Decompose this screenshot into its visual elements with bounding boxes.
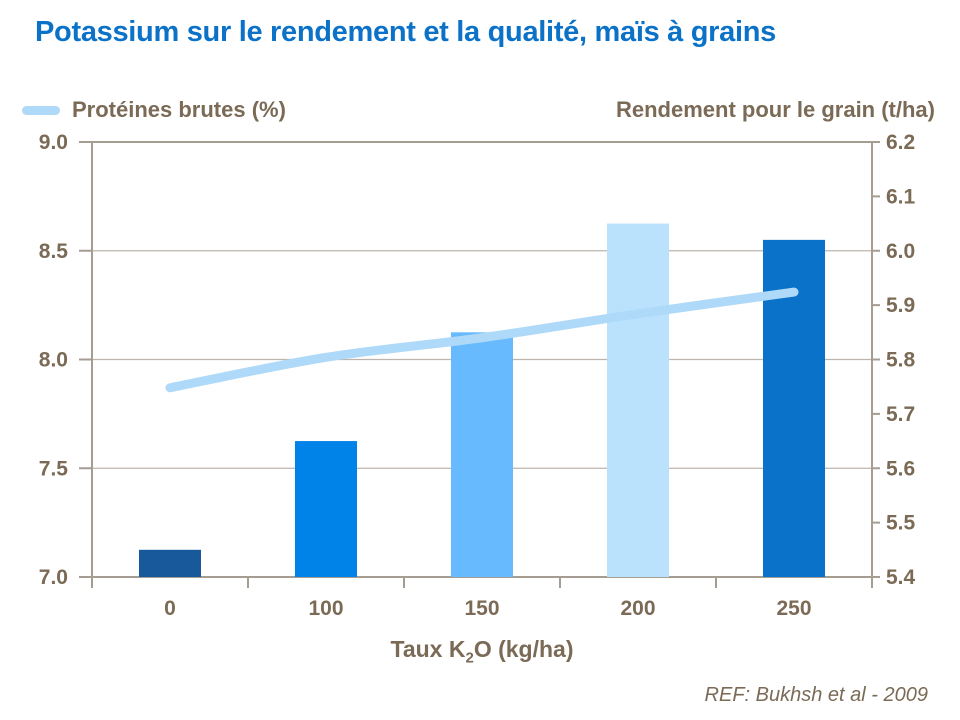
x-axis-category-label: 150 [464, 597, 499, 620]
x-axis-category-label: 100 [308, 597, 343, 620]
right-axis-tick-label: 6.2 [886, 131, 915, 154]
line-series-swatch [22, 105, 60, 115]
right-axis-tick-label: 5.5 [886, 512, 916, 535]
bar-150 [451, 332, 513, 577]
left-axis-tick-label: 7.5 [39, 457, 69, 480]
right-axis-tick-label: 6.0 [886, 240, 915, 263]
x-axis-title: Taux K2O (kg/ha) [92, 636, 872, 667]
right-axis-tick-label: 5.6 [886, 457, 915, 480]
legend-proteines-label: Protéines brutes (%) [72, 97, 286, 122]
right-axis-tick-label: 5.7 [886, 403, 915, 426]
right-axis-tick-label: 5.8 [886, 349, 916, 372]
x-axis-title-subscript: 2 [465, 649, 474, 667]
right-axis-tick-label: 6.1 [886, 185, 916, 208]
x-axis-category-label: 0 [164, 597, 176, 620]
right-axis-tick-label: 5.4 [886, 566, 916, 589]
left-axis-tick-label: 8.5 [39, 240, 69, 263]
page-title: Potassium sur le rendement et la qualité… [35, 16, 776, 48]
bar-100 [295, 441, 357, 577]
right-axis-title: Rendement pour le grain (t/ha) [615, 97, 935, 122]
right-axis-tick-label: 5.9 [886, 294, 915, 317]
bar-0 [139, 549, 201, 577]
protein-line [165, 287, 799, 393]
left-axis-tick-label: 8.0 [39, 349, 68, 372]
left-axis-tick-label: 7.0 [39, 566, 68, 589]
x-axis-title-part1: Taux K [390, 636, 466, 662]
x-axis-category-label: 200 [620, 597, 655, 620]
legend-row: Protéines brutes (%) Rendement pour le g… [22, 94, 935, 126]
x-axis-category-label: 250 [776, 597, 811, 620]
bar-200 [607, 223, 669, 577]
legend-proteines: Protéines brutes (%) [22, 97, 286, 123]
x-axis-title-part2: O (kg/ha) [473, 636, 574, 662]
left-axis-tick-label: 9.0 [39, 131, 68, 154]
reference-text: REF: Bukhsh et al - 2009 [704, 684, 928, 706]
